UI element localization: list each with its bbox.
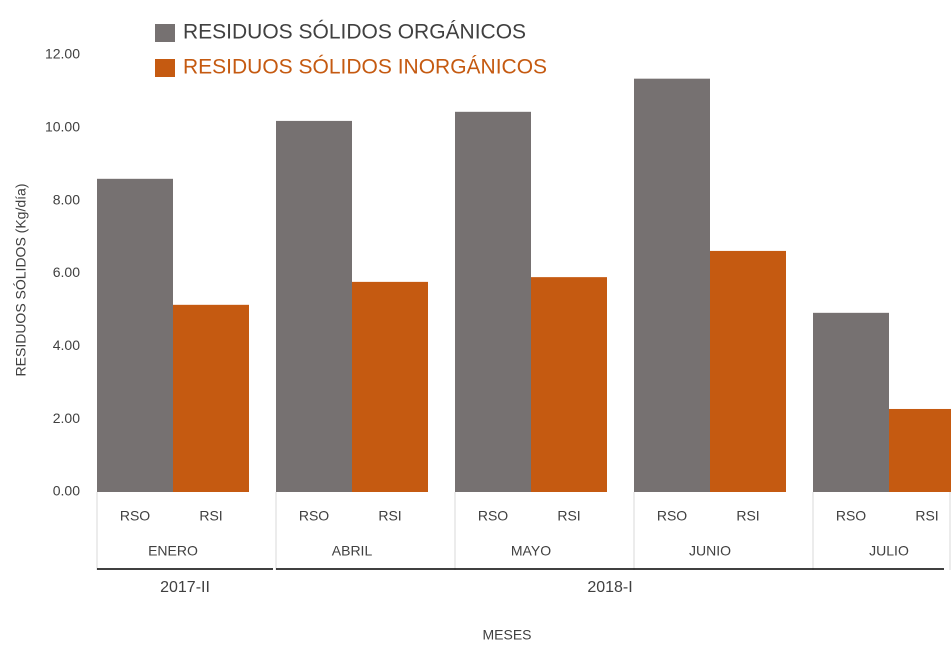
bar-label: RSO [299, 508, 329, 524]
bar [634, 78, 710, 492]
legend-swatch [155, 24, 175, 42]
bar-label: RSO [657, 508, 687, 524]
bar-label: RSI [915, 508, 938, 524]
bar-label: RSO [478, 508, 508, 524]
category-label: ABRIL [332, 543, 373, 559]
bar [531, 277, 607, 492]
bar-label: RSO [836, 508, 866, 524]
bar [97, 178, 173, 493]
bar [710, 250, 786, 492]
period-label: 2017-II [160, 579, 210, 596]
period-label: 2018-I [587, 579, 632, 596]
bar-label: RSI [557, 508, 580, 524]
y-tick-label: 10.00 [45, 119, 80, 135]
bar-label: RSI [199, 508, 222, 524]
y-tick-label: 8.00 [53, 191, 80, 207]
bar-label: RSI [378, 508, 401, 524]
legend-label: RESIDUOS SÓLIDOS ORGÁNICOS [183, 21, 526, 44]
category-label: JULIO [869, 543, 909, 559]
y-axis-label: RESIDUOS SÓLIDOS (Kg/día) [13, 184, 29, 377]
bar [455, 111, 531, 492]
bar [173, 304, 249, 492]
category-label: JUNIO [689, 543, 731, 559]
x-axis-label: MESES [482, 627, 531, 643]
bar [813, 312, 889, 492]
legend-swatch [155, 59, 175, 77]
bar [889, 408, 951, 492]
bar [352, 281, 428, 492]
y-tick-label: 12.00 [45, 46, 80, 62]
y-tick-label: 2.00 [53, 410, 80, 426]
y-tick-label: 0.00 [53, 483, 80, 499]
y-tick-label: 4.00 [53, 337, 80, 353]
bar-label: RSO [120, 508, 150, 524]
category-label: MAYO [511, 543, 551, 559]
bar [276, 120, 352, 492]
category-label: ENERO [148, 543, 198, 559]
bar-label: RSI [736, 508, 759, 524]
legend-label: RESIDUOS SÓLIDOS INORGÁNICOS [183, 56, 547, 79]
y-tick-label: 6.00 [53, 264, 80, 280]
